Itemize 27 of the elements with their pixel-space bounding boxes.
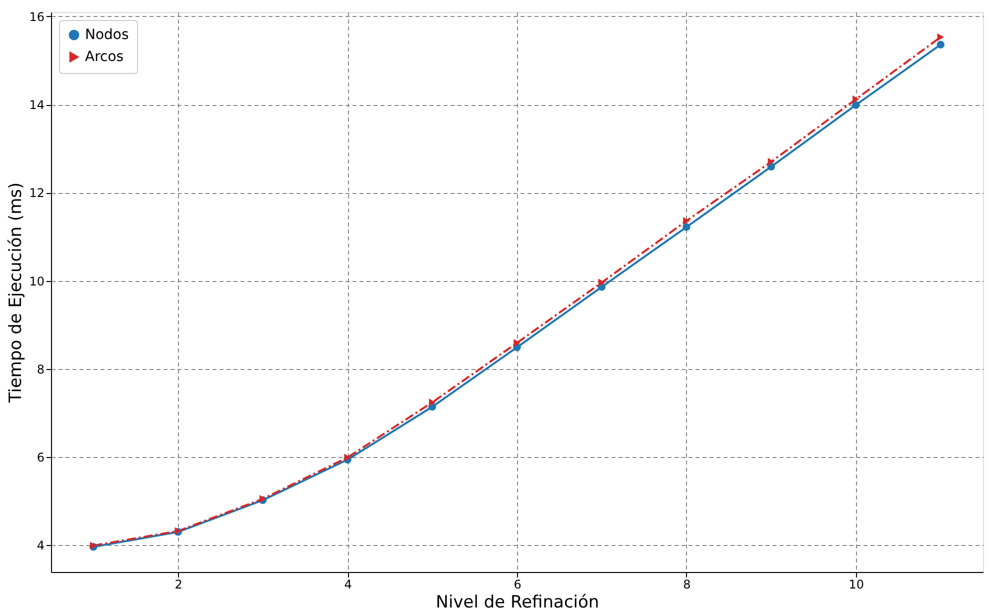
y-tick-label: 6 — [36, 450, 44, 465]
x-tick-label: 10 — [848, 578, 864, 592]
point — [852, 101, 860, 109]
point — [344, 454, 351, 462]
y-tick-label: 4 — [36, 538, 44, 553]
x-tick-label: 8 — [683, 578, 691, 592]
x-tick-label: 6 — [514, 578, 522, 592]
point — [768, 158, 775, 166]
point — [852, 95, 860, 104]
y-tick-label: 8 — [36, 362, 44, 376]
x-tick-label: 4 — [344, 578, 352, 592]
y-tick-label: 14 — [29, 98, 44, 112]
point — [598, 278, 606, 286]
x-axis-title: Nivel de Refinación — [436, 592, 600, 612]
y-axis-title: Tiempo de Ejecución (ms) — [6, 182, 26, 404]
legend-label: Arcos — [85, 49, 124, 65]
x-tick-label: 2 — [174, 578, 182, 592]
point — [428, 398, 436, 406]
y-tick-label: 16 — [29, 10, 44, 24]
y-tick-label: 10 — [29, 274, 44, 288]
legend-label: Nodos — [85, 27, 129, 43]
point — [937, 33, 944, 41]
y-tick-label: 12 — [29, 186, 44, 200]
point — [514, 339, 520, 347]
point — [682, 223, 690, 231]
point — [936, 40, 945, 48]
point — [683, 216, 690, 225]
